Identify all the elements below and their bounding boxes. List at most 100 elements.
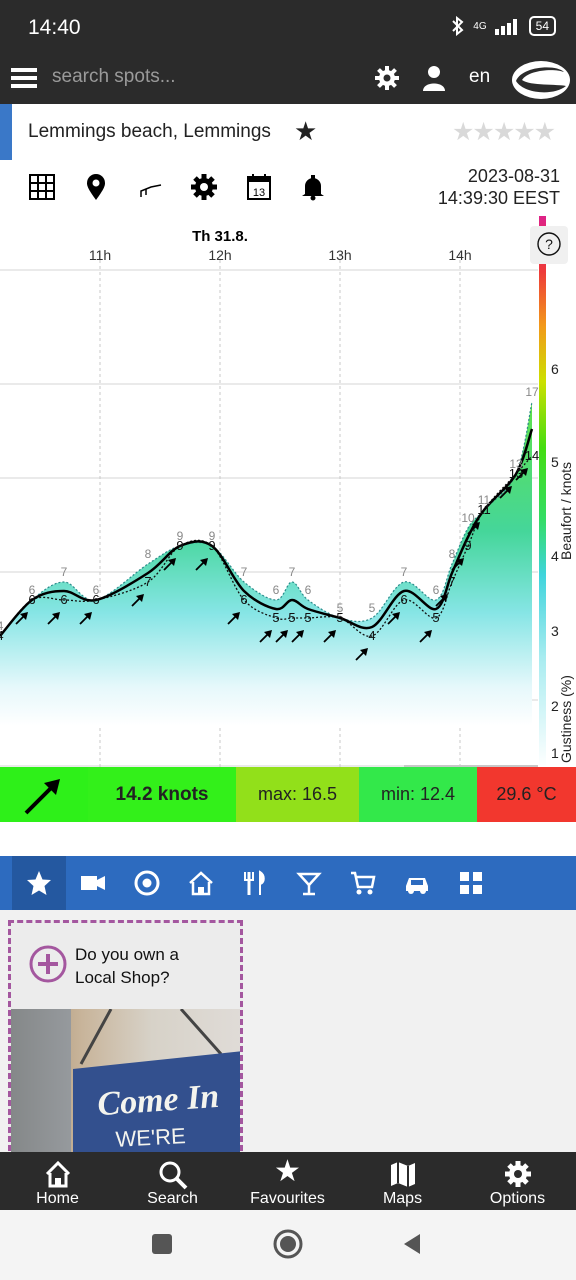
wind-label: 5 [432,610,439,625]
wind-chart[interactable]: 4676899767655768101113174666799655554657… [0,216,576,768]
wind-arrow-icon [24,778,60,814]
nav-options[interactable]: Options [460,1152,575,1210]
gear-icon[interactable] [374,65,400,91]
favourite-star-icon[interactable]: ★ [294,116,318,146]
car-icon [406,878,428,894]
cart-icon [351,871,376,895]
language-selector[interactable]: en [469,66,491,87]
wind-label: 5 [304,610,311,625]
current-wind-row: 14.2 knots max: 16.5 min: 12.4 29.6 °C [0,767,576,822]
wind-label: 4 [0,628,4,643]
home-button-icon[interactable] [272,1228,304,1260]
category-cocktail[interactable] [282,856,336,910]
bell-icon[interactable] [299,172,329,202]
nav-favourites-label: Favourites [250,1190,325,1207]
x-tick-label: 13h [328,247,351,263]
location-pin-icon[interactable] [82,172,112,202]
gust-label: 6 [305,583,312,597]
map-icon [391,1162,415,1187]
user-icon[interactable] [422,64,446,92]
help-button[interactable]: ? [530,226,568,264]
status-bar: 14:40 4G 54 [0,0,576,56]
svg-text:13: 13 [253,187,265,199]
wind-speed: 14.2 knots [88,767,236,822]
time-text: 14:39:30 EEST [437,188,560,208]
gust-label: 9 [209,529,216,543]
spot-name[interactable]: Lemmings beach, Lemmings [28,121,271,142]
wind-mean-line [0,428,534,637]
slope-icon[interactable] [136,172,166,202]
gust-label: 7 [241,565,248,579]
star-icon [27,871,51,895]
wind-label: 5 [288,610,295,625]
gustiness-axis-label: Gustiness (%) [558,675,574,763]
add-circle-icon[interactable] [29,945,67,983]
home-icon [189,871,213,896]
shop-photo: Come In WE'RE [11,1008,240,1157]
spot-header: Lemmings beach, Lemmings ★ ★★★★★ [0,104,576,160]
cocktail-icon [296,872,322,896]
star-icon: ★ [274,1155,301,1188]
beaufort-ticks: 1 2 3 4 5 6 [551,361,559,761]
gust-label: 7 [61,565,68,579]
nav-maps[interactable]: Maps [345,1152,460,1210]
tool-row: 13 2023-08-31 14:39:30 EEST [0,160,576,216]
status-icons: 4G 54 [451,16,556,36]
nav-home[interactable]: Home [0,1152,115,1210]
category-target[interactable] [120,856,174,910]
wind-label: 6 [92,592,99,607]
category-restaurant[interactable] [228,856,282,910]
settings-gear-icon[interactable] [189,172,219,202]
gust-label: 10 [461,511,475,525]
wind-direction-arrow [79,612,92,625]
target-icon [134,870,160,896]
menu-icon[interactable] [11,65,37,91]
rating-stars[interactable]: ★★★★★ [452,118,556,146]
bluetooth-icon [452,16,464,36]
gust-label: 7 [401,565,408,579]
wind-label: 9 [464,538,471,553]
gust-label: 8 [145,547,152,561]
category-home[interactable] [174,856,228,910]
wind-label: 11 [477,502,491,517]
table-icon[interactable] [28,172,58,202]
grid-icon [460,872,482,894]
category-grid[interactable] [444,856,498,910]
calendar-icon[interactable]: 13 [245,172,275,202]
recents-icon[interactable] [150,1232,174,1256]
nav-search[interactable]: Search [115,1152,230,1210]
category-car[interactable] [390,856,444,910]
back-icon[interactable] [400,1232,424,1256]
nav-favourites[interactable]: ★ Favourites [230,1152,345,1210]
wind-direction-arrow [355,648,368,661]
sign-text-come-in: Come In [96,1078,220,1123]
wind-label: 6 [240,592,247,607]
day-label: Th 31.8. [192,228,248,245]
search-input[interactable]: search spots... [52,66,176,87]
help-icon[interactable]: ? [545,236,553,252]
local-shop-card[interactable]: Do you own a Local Shop? Come In WE'RE [8,920,243,1160]
beaufort-tick-label: 4 [551,548,559,564]
system-nav [0,1210,576,1280]
wind-min-line [0,455,533,637]
nav-search-label: Search [147,1190,198,1207]
date-text: 2023-08-31 [467,166,560,186]
accent-bar [0,104,12,160]
wind-direction-arrow [387,612,400,625]
sign-text-were: WE'RE [115,1123,186,1152]
wind-direction-arrow [291,630,304,643]
category-camera[interactable] [66,856,120,910]
wind-direction-arrow [163,558,176,571]
gust-label: 6 [93,583,100,597]
category-star[interactable] [12,856,66,910]
beaufort-tick-label: 1 [551,745,559,761]
category-cart[interactable] [336,856,390,910]
gust-label: 5 [337,601,344,615]
search-icon [159,1161,188,1190]
gust-label: 9 [177,529,184,543]
wind-direction-arrow [435,594,448,607]
wind-direction-arrow [499,486,512,499]
category-bar [0,856,576,910]
chart-scrollbar[interactable] [404,765,538,768]
wind-direction-arrow [227,612,240,625]
